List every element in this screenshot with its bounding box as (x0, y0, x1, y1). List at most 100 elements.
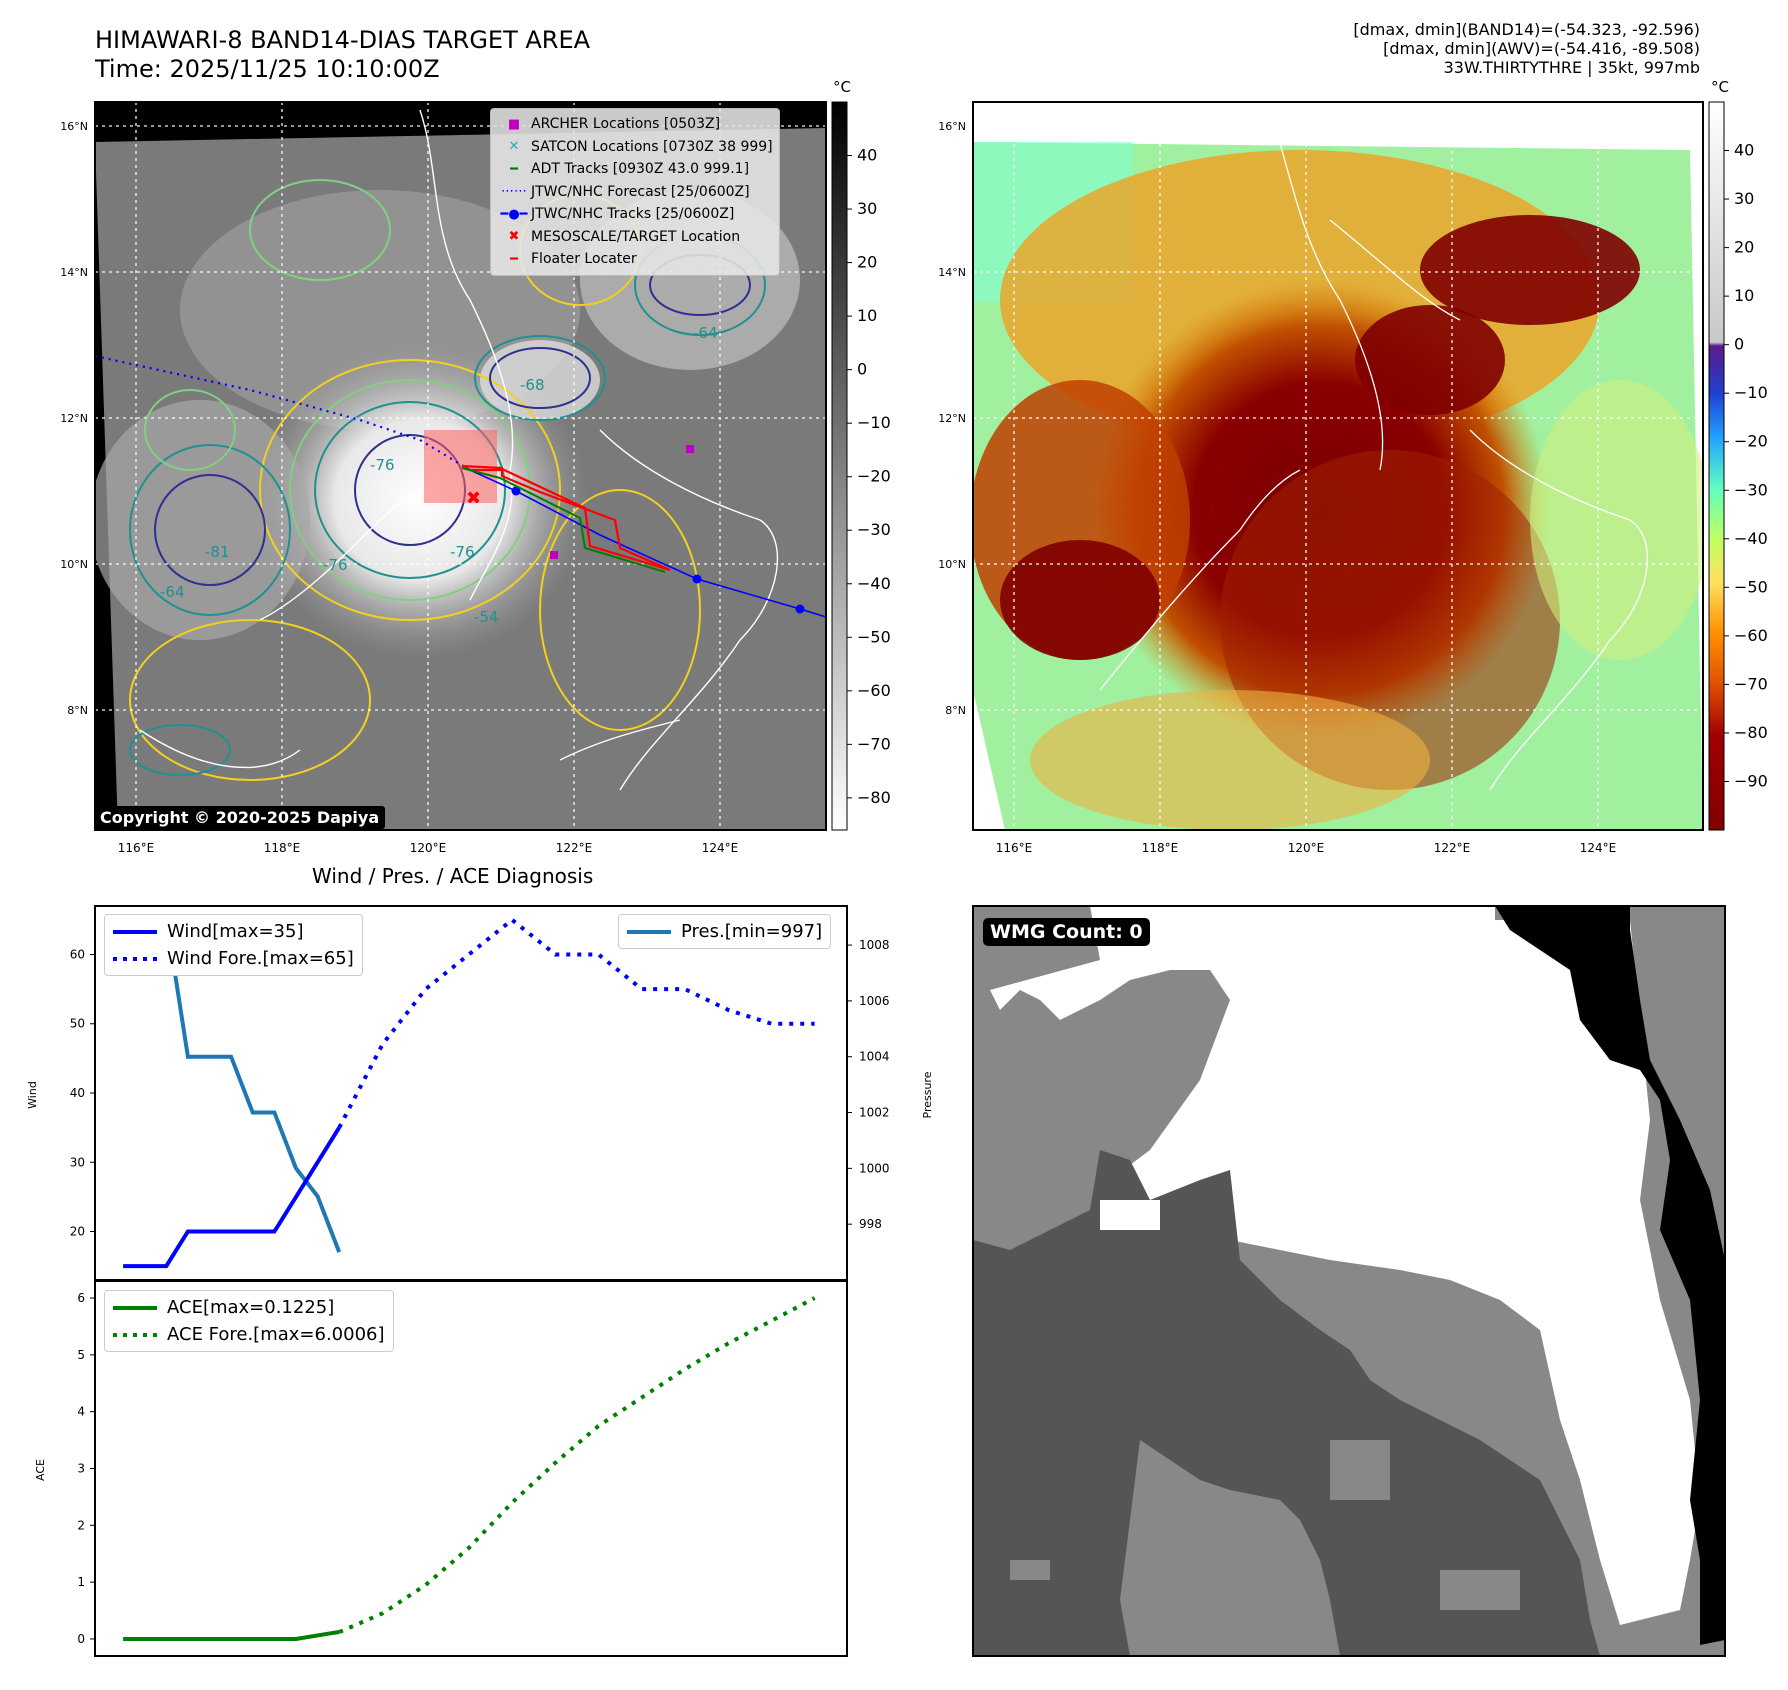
title-line-2: Time: 2025/11/25 10:10:00Z (95, 55, 440, 83)
lat-label: 14°N (60, 266, 88, 279)
awv-colorbar-tick-label: −90 (1734, 771, 1768, 790)
lat-label: 10°N (938, 558, 966, 571)
jtwc-track-point (511, 486, 521, 496)
legend-label: ADT Tracks [0930Z 43.0 999.1] (531, 161, 750, 178)
lon-label: 124°E (702, 841, 739, 855)
gray-colorbar-unit: °C (833, 78, 851, 96)
legend-item: ACE Fore.[max=6.0006] (113, 1321, 385, 1348)
legend-item: ⋯⋯ JTWC/NHC Forecast [25/0600Z] (497, 181, 773, 204)
gray-colorbar-tick-label: −10 (857, 413, 891, 432)
legend-label: Floater Locater (531, 251, 637, 268)
forecast-dotted-icon: ⋯⋯ (501, 184, 527, 200)
lon-label: 120°E (410, 841, 447, 855)
awv-colorbar-tick-label: −20 (1734, 432, 1768, 451)
ace-tick-label: 2 (77, 1518, 85, 1532)
contour-labels: -64 -76 -81 -76 -54 -68 -76 -64 (160, 324, 718, 626)
archer-icon: ■ (507, 116, 521, 132)
awv-axis-labels: 116°E 118°E 120°E 122°E 124°E 16°N 14°N … (938, 120, 1616, 855)
wind-tick-label: 20 (70, 1225, 85, 1239)
awv-colorbar-tick-label: −80 (1734, 723, 1768, 742)
gray-colorbar-ticks: 40 30 20 10 0 −10 −20 −30 −40 −50 −60 −70 −80 (847, 146, 891, 807)
ace-tick-label: 1 (77, 1575, 85, 1589)
ace-legend: ACE[max=0.1225] ACE Fore.[max=6.0006] (104, 1290, 394, 1352)
legend-item: ✖ MESOSCALE/TARGET Location (497, 226, 773, 249)
copyright-badge: Copyright © 2020-2025 Dapiya (94, 806, 386, 829)
wind-forecast-icon (113, 956, 157, 961)
pressure-tick-label: 1004 (859, 1050, 890, 1064)
target-x-icon: ✖ (508, 229, 520, 245)
pressure-tick-label: 1006 (859, 994, 890, 1008)
ace-tick-label: 3 (77, 1462, 85, 1476)
adt-line-icon: ━ (510, 161, 518, 177)
awv-colorbar-tick-label: −30 (1734, 480, 1768, 499)
legend-item: ACE[max=0.1225] (113, 1294, 385, 1321)
pressure-ylabel: Pressure (921, 1071, 934, 1118)
wmg-frame (972, 905, 1726, 1657)
floater-locater-line (461, 464, 671, 572)
lat-label: 14°N (938, 266, 966, 279)
lon-label: 116°E (118, 841, 155, 855)
legend-item: ✕ SATCON Locations [0730Z 38 999] (497, 136, 773, 159)
awv-colorbar-tick-label: −60 (1734, 626, 1768, 645)
gray-colorbar-tick-label: −40 (857, 574, 891, 593)
contour-label: -64 (160, 583, 185, 601)
awv-colorbar-tick-label: 30 (1734, 189, 1754, 208)
legend-label: ACE Fore.[max=6.0006] (167, 1324, 385, 1345)
ace-ticks: 6 5 4 3 2 1 0 (77, 1291, 95, 1646)
awv-colorbar-tick-label: −40 (1734, 529, 1768, 548)
awv-map-frame (972, 101, 1704, 831)
jtwc-forecast-line (95, 354, 471, 471)
gray-colorbar (831, 101, 848, 831)
gray-colorbar-tick-label: −70 (857, 734, 891, 753)
ace-forecast-icon (113, 1332, 157, 1337)
figure-title: HIMAWARI-8 BAND14-DIAS TARGET AREA Time:… (95, 26, 590, 84)
gray-colorbar-tick-label: −50 (857, 627, 891, 646)
pressure-legend: Pres.[min=997] (618, 914, 832, 949)
wind-ylabel: Wind (26, 1081, 39, 1109)
wind-pressure-lines (123, 915, 815, 1269)
legend-label: Wind[max=35] (167, 921, 304, 942)
map-axis-labels: 116°E 118°E 120°E 122°E 124°E 16°N 14°N … (60, 120, 738, 855)
contour-label: -76 (450, 543, 475, 561)
title-line-1: HIMAWARI-8 BAND14-DIAS TARGET AREA (95, 26, 591, 54)
awv-colorbar-tick-label: 10 (1734, 286, 1754, 305)
satcon-icon: ✕ (508, 139, 520, 155)
stats-line-2: [dmax, dmin](AWV)=(-54.416, -89.508) (1383, 39, 1700, 58)
lat-label: 10°N (60, 558, 88, 571)
contour-label: -68 (520, 376, 545, 394)
map-frame (94, 101, 827, 831)
lon-label: 116°E (996, 841, 1033, 855)
awv-colorbar-unit: °C (1711, 78, 1729, 96)
lat-label: 16°N (60, 120, 88, 133)
figure-stats: [dmax, dmin](BAND14)=(-54.323, -92.596) … (1353, 20, 1700, 77)
wind-legend: Wind[max=35] Wind Fore.[max=65] (104, 914, 363, 976)
ace-tick-label: 6 (77, 1291, 85, 1305)
lon-label: 118°E (264, 841, 301, 855)
ace-tick-label: 5 (77, 1348, 85, 1362)
stats-line-1: [dmax, dmin](BAND14)=(-54.323, -92.596) (1353, 20, 1700, 39)
legend-item: ━ Floater Locater (497, 248, 773, 271)
legend-label: JTWC/NHC Tracks [25/0600Z] (531, 206, 735, 223)
pressure-tick-label: 1008 (859, 938, 890, 952)
contour-label: -54 (474, 608, 499, 626)
pressure-tick-label: 1000 (859, 1161, 890, 1175)
awv-colorbar-tick-label: 20 (1734, 238, 1754, 257)
ace-forecast-line (338, 1296, 816, 1634)
pressure-line-icon (627, 929, 671, 934)
wmg-count-badge: WMG Count: 0 (983, 918, 1150, 946)
lon-label: 122°E (556, 841, 593, 855)
ace-line-icon (113, 1305, 157, 1310)
legend-label: Wind Fore.[max=65] (167, 948, 354, 969)
lon-label: 122°E (1434, 841, 1471, 855)
legend-label: JTWC/NHC Forecast [25/0600Z] (531, 183, 750, 200)
gray-colorbar-tick-label: −30 (857, 520, 891, 539)
ace-line (123, 1630, 340, 1641)
legend-label: MESOSCALE/TARGET Location (531, 228, 741, 245)
legend-item: Wind[max=35] (113, 918, 354, 945)
legend-item: ━●━ JTWC/NHC Tracks [25/0600Z] (497, 203, 773, 226)
gray-colorbar-tick-label: −20 (857, 467, 891, 486)
adt-track-line (461, 467, 666, 573)
awv-map (973, 102, 1703, 830)
jtwc-track-point (795, 604, 805, 614)
